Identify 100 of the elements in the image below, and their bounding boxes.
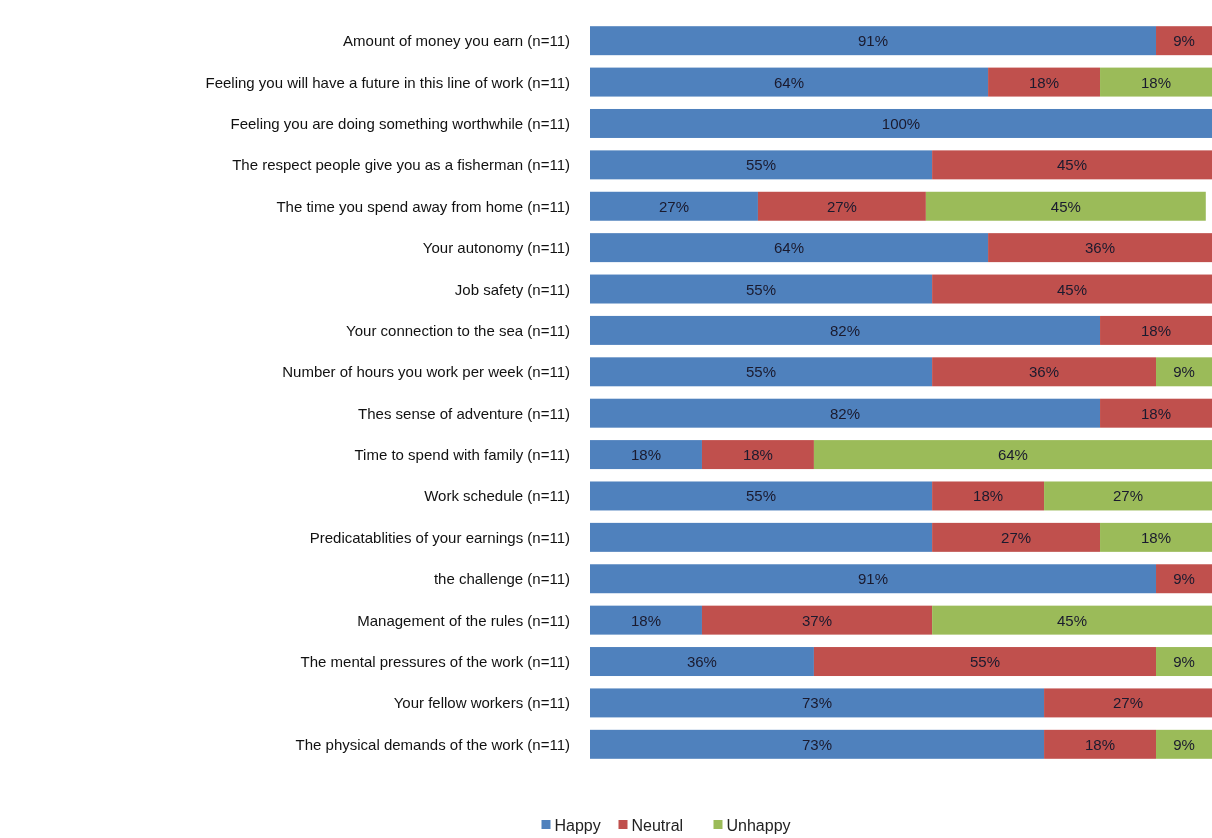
data-label: 37% <box>802 611 833 629</box>
bar <box>1156 26 1212 56</box>
bar <box>1044 729 1157 759</box>
data-label: 18% <box>1141 528 1172 546</box>
data-label: 9% <box>1173 570 1195 588</box>
data-label: 82% <box>830 321 861 339</box>
y-tick-label: The physical demands of the work (n=11) <box>295 735 570 753</box>
data-label: 27% <box>1113 487 1144 505</box>
data-label: 45% <box>1057 611 1088 629</box>
bar <box>590 605 702 635</box>
y-tick-label: Feeling you are doing something worthwhile (n=11) <box>230 114 570 132</box>
bar <box>813 647 1157 677</box>
data-label: 55% <box>746 280 777 298</box>
bar <box>1156 647 1212 677</box>
data-label: 18% <box>1141 404 1172 422</box>
bar <box>590 440 702 470</box>
bar <box>988 67 1101 97</box>
y-tick-label: Work schedule (n=11) <box>424 487 570 505</box>
data-label: 45% <box>1057 156 1088 174</box>
bar <box>1100 67 1212 97</box>
bar <box>590 522 933 552</box>
data-label: 45% <box>1057 280 1088 298</box>
legend-label: Unhappy <box>726 816 791 834</box>
bar <box>590 688 1045 718</box>
data-label: 9% <box>1173 735 1195 753</box>
y-tick-label: Feeling you will have a future in this line of work (n=11) <box>205 73 570 91</box>
bar <box>590 26 1157 56</box>
data-label: 18% <box>1141 321 1172 339</box>
data-label: 9% <box>1173 653 1195 671</box>
bar <box>590 398 1101 428</box>
bar <box>925 191 1206 221</box>
y-tick-label: Predicatablities of your earnings (n=11) <box>309 528 570 546</box>
data-label: 82% <box>830 404 861 422</box>
data-label: 27% <box>826 197 857 215</box>
data-label: 36% <box>1085 239 1116 257</box>
y-tick-label: The respect people give you as a fisherman (n=11) <box>232 156 570 174</box>
bar <box>590 191 758 221</box>
y-tick-label: the challenge (n=11) <box>433 570 570 588</box>
y-tick-label: Your fellow workers (n=11) <box>393 694 570 712</box>
data-label: 18% <box>630 611 661 629</box>
data-label: 27% <box>1113 694 1144 712</box>
bar <box>932 357 1157 387</box>
bar <box>1100 522 1212 552</box>
data-label: 45% <box>1050 197 1081 215</box>
bar <box>1156 729 1212 759</box>
y-tick-label: Thes sense of adventure (n=11) <box>358 404 570 422</box>
data-label: 18% <box>1085 735 1116 753</box>
data-label: 91% <box>857 32 889 50</box>
data-label: 55% <box>746 156 777 174</box>
bar <box>590 274 933 304</box>
bar <box>590 357 933 387</box>
data-label: 64% <box>774 73 805 91</box>
bar <box>701 605 933 635</box>
data-label: 64% <box>774 239 805 257</box>
y-tick-label: Management of the rules (n=11) <box>357 611 570 629</box>
y-tick-label: Your autonomy (n=11) <box>422 239 570 257</box>
y-tick-label: Number of hours you work per week (n=11) <box>282 363 570 381</box>
bar <box>590 729 1045 759</box>
data-label: 64% <box>997 446 1028 464</box>
y-tick-label: Your connection to the sea (n=11) <box>346 321 570 339</box>
bar <box>1156 564 1212 594</box>
data-label: 55% <box>969 653 1000 671</box>
data-label: 100% <box>881 114 921 132</box>
data-label: 9% <box>1173 363 1195 381</box>
data-label: 55% <box>746 487 777 505</box>
data-label: 18% <box>1141 73 1172 91</box>
legend-label: Happy <box>554 816 601 834</box>
bar <box>1100 315 1212 345</box>
y-tick-label: Time to spend with family (n=11) <box>354 446 570 464</box>
bar <box>701 440 814 470</box>
bar <box>590 150 933 180</box>
bar <box>932 481 1045 511</box>
data-label: 55% <box>746 363 777 381</box>
bar <box>932 522 1101 552</box>
bar <box>988 233 1212 263</box>
data-label: 18% <box>1029 73 1060 91</box>
bar <box>1044 481 1212 511</box>
bar <box>932 274 1212 304</box>
legend-label: Neutral <box>631 816 684 834</box>
bar <box>757 191 926 221</box>
y-tick-label: Job safety (n=11) <box>454 280 570 298</box>
bar <box>590 67 989 97</box>
bar <box>590 108 1212 138</box>
bar <box>932 605 1212 635</box>
data-label: 73% <box>802 735 833 753</box>
data-label: 91% <box>857 570 889 588</box>
bar <box>590 233 989 263</box>
y-tick-label: Amount of money you earn (n=11) <box>343 32 570 50</box>
bar <box>1156 357 1212 387</box>
bar <box>1100 398 1212 428</box>
data-label: 73% <box>802 694 833 712</box>
bar <box>932 150 1212 180</box>
data-label: 27% <box>1001 528 1032 546</box>
bar <box>1044 688 1212 718</box>
data-label: 18% <box>973 487 1004 505</box>
data-label: 18% <box>630 446 661 464</box>
bar <box>590 315 1101 345</box>
bar <box>590 564 1157 594</box>
data-label: 27% <box>658 197 689 215</box>
data-label: 9% <box>1173 32 1195 50</box>
